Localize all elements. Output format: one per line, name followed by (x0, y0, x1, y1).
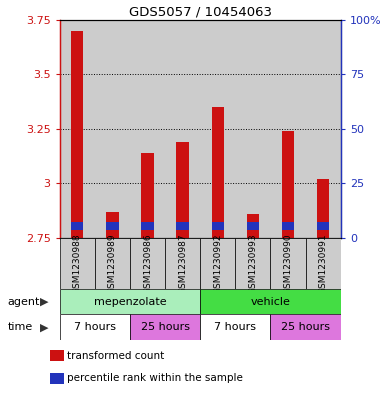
Text: GSM1230990: GSM1230990 (283, 233, 293, 294)
FancyBboxPatch shape (130, 238, 165, 289)
Bar (212, 107, 224, 238)
FancyBboxPatch shape (270, 314, 341, 340)
Bar (235, 20, 271, 238)
Bar (282, 131, 294, 238)
Bar (71, 31, 84, 238)
FancyBboxPatch shape (270, 238, 306, 289)
Text: transformed count: transformed count (67, 351, 165, 361)
Bar (176, 222, 189, 230)
Text: GSM1230992: GSM1230992 (213, 233, 222, 294)
Bar (165, 20, 200, 238)
Bar (317, 222, 329, 230)
FancyBboxPatch shape (95, 238, 130, 289)
Text: 25 hours: 25 hours (141, 322, 189, 332)
FancyBboxPatch shape (200, 314, 270, 340)
Text: 25 hours: 25 hours (281, 322, 330, 332)
Bar (60, 20, 95, 238)
Text: 7 hours: 7 hours (74, 322, 116, 332)
Bar (176, 142, 189, 238)
Bar (306, 20, 341, 238)
FancyBboxPatch shape (306, 238, 341, 289)
Bar (50, 350, 64, 361)
Text: ▶: ▶ (40, 297, 49, 307)
Text: 7 hours: 7 hours (214, 322, 256, 332)
Bar (141, 153, 154, 238)
Text: vehicle: vehicle (251, 297, 290, 307)
Bar (50, 373, 64, 384)
Bar (282, 222, 294, 230)
Bar (95, 20, 130, 238)
FancyBboxPatch shape (130, 314, 200, 340)
FancyBboxPatch shape (60, 289, 200, 314)
Bar (200, 20, 235, 238)
FancyBboxPatch shape (200, 238, 235, 289)
Text: agent: agent (8, 297, 40, 307)
Bar (247, 222, 259, 230)
Bar (247, 214, 259, 238)
FancyBboxPatch shape (60, 238, 95, 289)
FancyBboxPatch shape (235, 238, 270, 289)
Bar (106, 211, 119, 238)
Text: ▶: ▶ (40, 322, 49, 332)
Text: GSM1230987: GSM1230987 (178, 233, 187, 294)
Text: GSM1230988: GSM1230988 (73, 233, 82, 294)
Bar (212, 222, 224, 230)
FancyBboxPatch shape (200, 289, 341, 314)
Bar (71, 222, 84, 230)
FancyBboxPatch shape (165, 238, 200, 289)
Bar (141, 222, 154, 230)
Text: GSM1230993: GSM1230993 (248, 233, 258, 294)
Title: GDS5057 / 10454063: GDS5057 / 10454063 (129, 6, 272, 18)
Text: GSM1230989: GSM1230989 (108, 233, 117, 294)
FancyBboxPatch shape (60, 314, 130, 340)
Text: time: time (8, 322, 33, 332)
Bar (130, 20, 165, 238)
Text: mepenzolate: mepenzolate (94, 297, 166, 307)
Text: GSM1230986: GSM1230986 (143, 233, 152, 294)
Bar (106, 222, 119, 230)
Text: percentile rank within the sample: percentile rank within the sample (67, 373, 243, 383)
Bar (270, 20, 306, 238)
Text: GSM1230991: GSM1230991 (319, 233, 328, 294)
Bar (317, 179, 329, 238)
